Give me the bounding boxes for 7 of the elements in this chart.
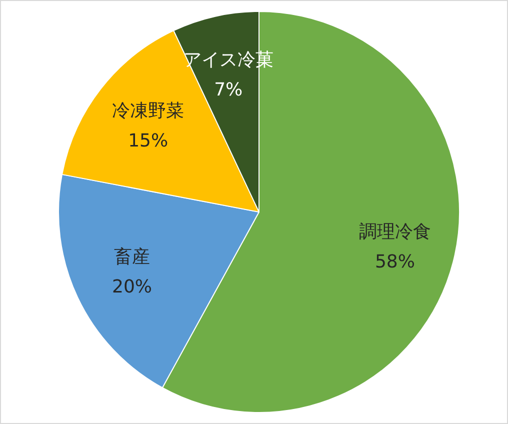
data-label: 7% bbox=[214, 80, 243, 101]
slice-label: 調理冷食 bbox=[358, 222, 431, 243]
slice-label: 冷凍野菜 bbox=[112, 100, 184, 122]
data-label: 15% bbox=[128, 130, 168, 152]
slice-label: 畜産 bbox=[114, 246, 150, 268]
data-label: 20% bbox=[112, 276, 152, 298]
data-label: 58% bbox=[374, 252, 415, 273]
